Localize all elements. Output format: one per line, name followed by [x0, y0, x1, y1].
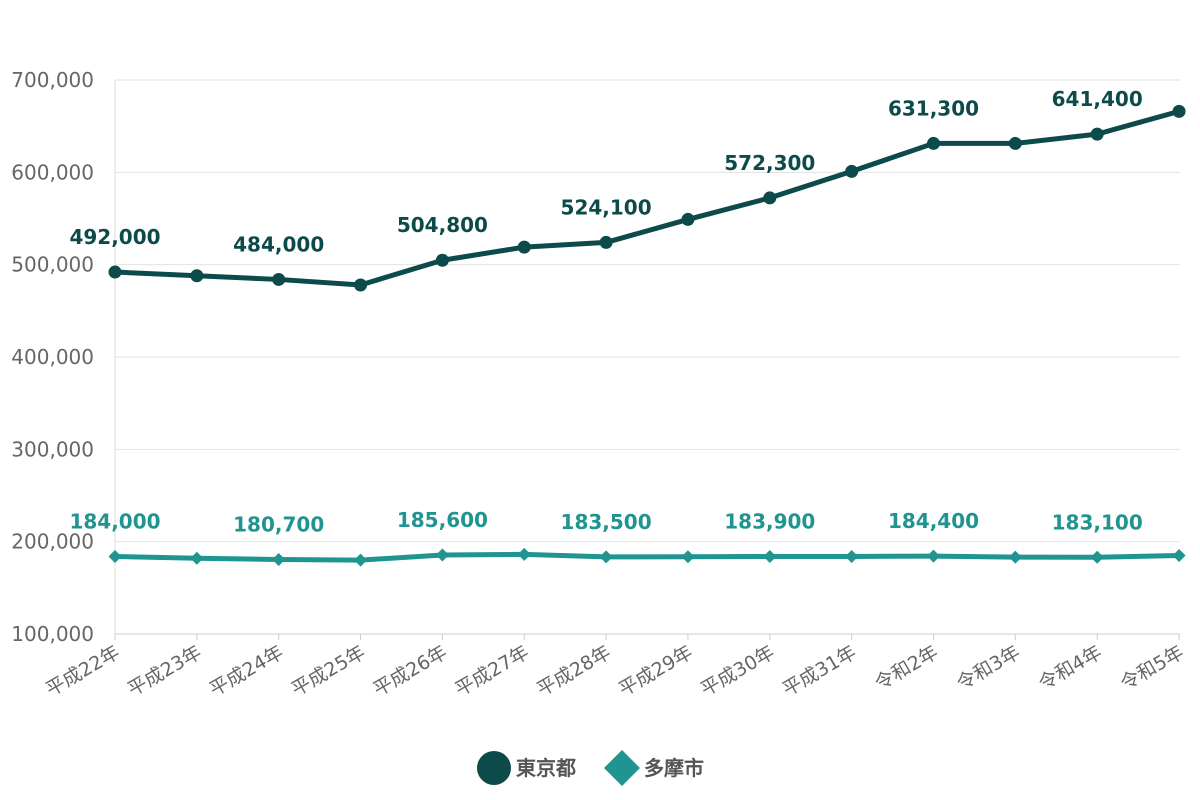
data-point — [1090, 550, 1104, 564]
x-tick-label: 令和4年 — [1035, 641, 1106, 695]
data-label: 184,000 — [69, 509, 160, 533]
x-tick-label: 平成29年 — [615, 641, 696, 701]
legend: 東京都 多摩市 — [477, 750, 704, 786]
data-point — [681, 212, 695, 226]
data-point — [927, 136, 940, 150]
data-point — [517, 547, 531, 561]
data-label: 184,400 — [888, 509, 979, 533]
data-label: 484,000 — [233, 232, 324, 256]
x-tick-label: 平成26年 — [370, 641, 451, 701]
data-label: 504,800 — [397, 213, 488, 237]
data-label: 183,100 — [1052, 510, 1143, 534]
x-tick-label: 平成28年 — [533, 641, 614, 701]
x-tick-label: 平成23年 — [124, 641, 205, 701]
data-label: 183,900 — [724, 510, 815, 534]
x-tick-label: 令和3年 — [953, 641, 1024, 695]
data-point — [354, 553, 368, 567]
series-line-0 — [112, 108, 1182, 288]
data-label: 185,600 — [397, 508, 488, 532]
legend-label: 東京都 — [516, 756, 576, 780]
data-label: 631,300 — [888, 96, 979, 120]
data-label: 492,000 — [69, 225, 160, 249]
y-tick-label: 400,000 — [11, 345, 94, 369]
x-tick-label: 平成30年 — [697, 641, 778, 701]
data-point — [1090, 127, 1104, 141]
data-point — [599, 550, 613, 564]
x-tick-label: 平成31年 — [779, 641, 860, 701]
data-label: 180,700 — [233, 512, 324, 536]
y-tick-label: 100,000 — [11, 622, 94, 646]
data-point — [763, 550, 777, 564]
legend-label: 多摩市 — [644, 756, 704, 780]
data-point — [108, 549, 122, 563]
y-tick-label: 300,000 — [11, 437, 94, 461]
data-label-layer: 492,000 484,000 504,800 524,100 572,300 631,3… — [69, 87, 1142, 536]
data-point — [927, 549, 940, 563]
data-label: 572,300 — [724, 151, 815, 175]
data-point — [272, 552, 286, 566]
data-point — [845, 549, 859, 563]
data-label: 641,400 — [1052, 87, 1143, 111]
x-tick-label: 令和5年 — [1117, 641, 1188, 695]
axis-layer: 100,000 200,000 300,000 400,000 500,000 600,0… — [11, 68, 1187, 701]
data-point — [599, 235, 613, 249]
data-point — [1172, 104, 1186, 118]
data-point — [1172, 549, 1186, 563]
data-point — [108, 265, 122, 279]
data-point — [681, 550, 695, 564]
x-tick-label: 平成24年 — [206, 641, 287, 701]
data-point — [435, 253, 449, 267]
data-point — [1008, 136, 1022, 150]
data-label: 183,500 — [561, 510, 652, 534]
series-line-1 — [112, 551, 1182, 563]
y-tick-label: 500,000 — [11, 253, 94, 277]
data-point — [763, 191, 777, 205]
x-tick-label: 平成25年 — [288, 641, 369, 701]
data-point — [272, 272, 286, 286]
y-tick-label: 200,000 — [11, 530, 94, 554]
x-tick-label: 平成22年 — [42, 641, 123, 701]
legend-marker-diamond — [604, 750, 640, 786]
grid-layer — [115, 79, 1180, 635]
y-tick-label: 700,000 — [11, 68, 94, 92]
data-point — [517, 240, 531, 254]
data-point — [435, 548, 449, 562]
y-tick-label: 600,000 — [11, 160, 94, 184]
data-point — [190, 269, 204, 283]
x-tick-label: 令和2年 — [871, 641, 942, 695]
data-point — [845, 164, 859, 178]
data-point — [354, 278, 368, 292]
data-point — [190, 551, 204, 565]
data-point — [1008, 550, 1022, 564]
series-layer — [108, 104, 1186, 567]
x-tick-label: 平成27年 — [451, 641, 532, 701]
legend-marker-circle — [477, 751, 511, 785]
data-label: 524,100 — [561, 195, 652, 219]
